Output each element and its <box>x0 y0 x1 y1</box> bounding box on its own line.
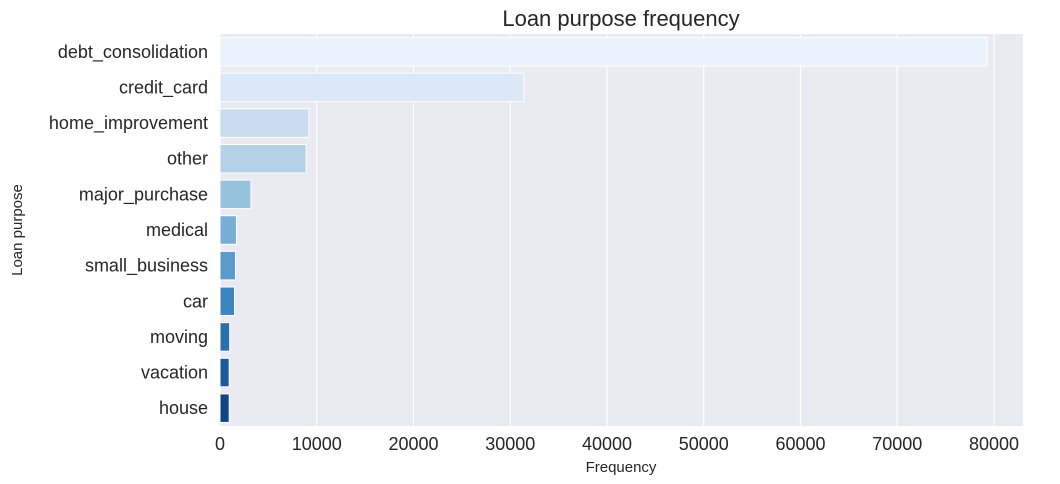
y-tick-label: medical <box>146 220 208 240</box>
bar-home-improvement <box>219 108 310 138</box>
y-tick-label: small_business <box>85 256 208 277</box>
x-tick-label: 50000 <box>679 434 729 454</box>
bar-credit-card <box>219 72 525 103</box>
y-tick-labels: debt_consolidation credit_card home_improv… <box>49 42 208 418</box>
x-tick-label: 30000 <box>485 434 535 454</box>
bar-other <box>219 143 307 174</box>
y-tick-label: moving <box>150 327 208 347</box>
chart-title: Loan purpose frequency <box>502 6 739 31</box>
bar-medical <box>219 215 237 245</box>
y-tick-label: debt_consolidation <box>58 42 208 63</box>
y-tick-label: car <box>183 291 208 311</box>
x-tick-label: 0 <box>215 434 225 454</box>
bar-small-business <box>219 250 236 281</box>
x-tick-label: 70000 <box>872 434 922 454</box>
bar-house <box>219 393 230 423</box>
x-tick-labels: 0 10000 20000 30000 40000 50000 60000 70000 8000… <box>215 434 1019 454</box>
x-axis-label: Frequency <box>586 459 657 476</box>
bar-major-purchase <box>219 179 252 210</box>
x-tick-label: 80000 <box>969 434 1019 454</box>
bar-moving <box>219 322 231 352</box>
y-tick-label: major_purchase <box>79 184 208 205</box>
y-tick-label: home_improvement <box>49 113 208 134</box>
y-tick-label: credit_card <box>119 77 208 98</box>
bar-car <box>219 286 236 317</box>
x-tick-label: 20000 <box>388 434 438 454</box>
x-tick-label: 40000 <box>582 434 632 454</box>
bar-debt-consolidation <box>219 37 988 67</box>
bars <box>219 37 988 423</box>
bar-vacation <box>219 357 230 388</box>
y-tick-label: vacation <box>141 363 208 383</box>
y-tick-label: house <box>159 398 208 418</box>
y-tick-label: other <box>167 149 208 169</box>
x-tick-label: 10000 <box>292 434 342 454</box>
y-axis-label: Loan purpose <box>9 184 26 276</box>
x-tick-label: 60000 <box>775 434 825 454</box>
